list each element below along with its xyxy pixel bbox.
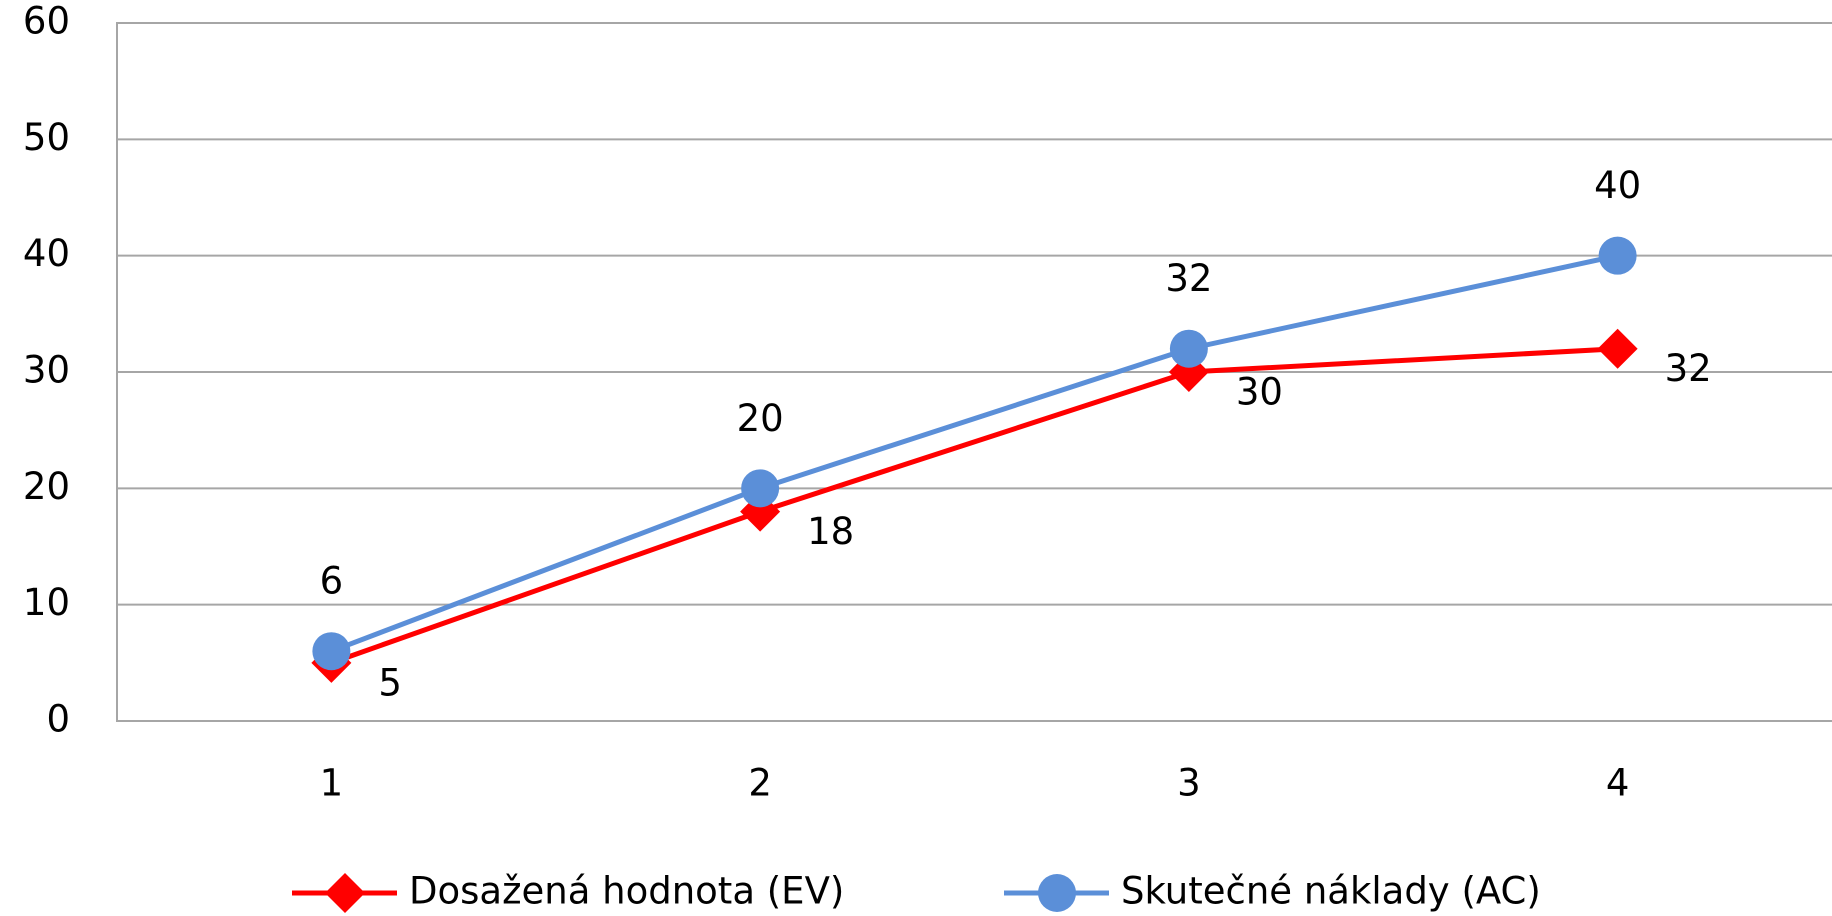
data-label: 20 <box>737 397 784 440</box>
data-point <box>741 469 780 508</box>
data-label: 5 <box>378 661 402 704</box>
data-point <box>1598 236 1637 275</box>
y-tick-label: 60 <box>23 0 70 43</box>
data-label: 18 <box>807 510 854 553</box>
data-label: 32 <box>1665 347 1712 390</box>
data-label: 30 <box>1236 371 1283 414</box>
legend-label: Skutečné náklady (AC) <box>1121 870 1541 913</box>
legend-marker <box>1038 874 1076 912</box>
plot-border <box>116 22 1832 722</box>
data-label: 32 <box>1165 257 1212 300</box>
legend-marker <box>325 873 365 913</box>
x-tick-label: 4 <box>1606 762 1630 805</box>
x-tick-label: 2 <box>748 762 772 805</box>
data-label: 6 <box>320 560 344 603</box>
series-line <box>330 253 1619 654</box>
y-tick-label: 40 <box>23 232 70 275</box>
series-line <box>330 346 1618 666</box>
x-tick-label: 1 <box>320 762 344 805</box>
y-tick-label: 10 <box>23 581 70 624</box>
y-tick-label: 50 <box>23 116 70 159</box>
data-label: 40 <box>1594 164 1641 207</box>
y-tick-label: 20 <box>23 465 70 508</box>
data-point <box>312 632 351 671</box>
data-point <box>1597 328 1638 369</box>
y-tick-label: 30 <box>23 349 70 392</box>
legend-label: Dosažená hodnota (EV) <box>409 870 844 913</box>
data-point <box>1169 329 1208 368</box>
x-tick-label: 3 <box>1177 762 1201 805</box>
y-tick-label: 0 <box>46 698 70 741</box>
